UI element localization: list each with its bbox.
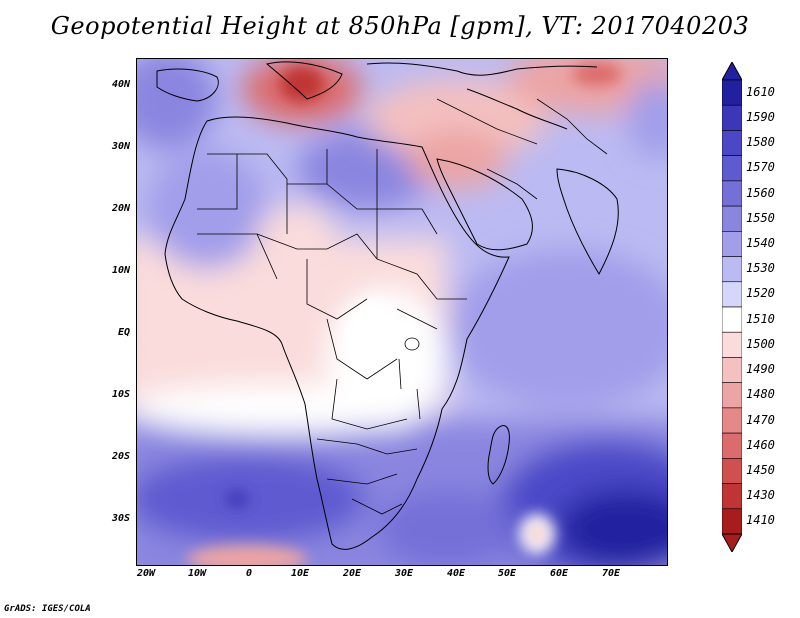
colorbar-swatch: [722, 331, 742, 358]
lon-tick: 60E: [549, 568, 569, 579]
lon-tick: 70E: [601, 568, 621, 579]
colorbar-level-label: 1470: [746, 412, 775, 427]
colorbar-swatch: [722, 508, 742, 535]
lon-tick: 20W: [136, 568, 156, 579]
lat-tick: 30S: [111, 513, 130, 524]
colorbar-level-label: 1540: [746, 235, 775, 250]
country-borders: [197, 98, 608, 515]
colorbar-swatch: [722, 483, 742, 510]
lat-tick: 10S: [111, 389, 130, 400]
lat-tick: 20N: [111, 203, 130, 214]
lon-tick: 10E: [290, 568, 310, 579]
coastlines: [156, 61, 619, 550]
lat-tick: EQ: [117, 327, 130, 338]
lat-tick: 20S: [111, 451, 130, 462]
colorbar-level-label: 1550: [746, 210, 775, 225]
colorbar-swatch: [722, 130, 742, 156]
lakes: [398, 337, 421, 420]
map-svg: [137, 59, 667, 565]
colorbar-level-label: 1530: [746, 261, 775, 276]
lat-tick: 30N: [111, 141, 130, 152]
colorbar-level-label: 1590: [746, 109, 775, 124]
lat-tick: 40N: [111, 79, 130, 90]
colorbar-level-label: 1410: [746, 513, 775, 528]
colorbar-level-label: 1610: [746, 84, 775, 99]
map-title: Geopotential Height at 850hPa [gpm], VT:…: [50, 12, 750, 40]
colorbar-swatch: [722, 104, 742, 131]
lon-tick: 0: [245, 568, 253, 579]
colorbar-level-label: 1450: [746, 462, 775, 477]
colorbar-swatch: [722, 155, 742, 182]
lon-tick: 10W: [187, 568, 207, 579]
colorbar-swatch: [722, 231, 742, 257]
colorbar-level-label: 1520: [746, 286, 775, 301]
colorbar: [722, 62, 742, 552]
colorbar-top-arrow: [722, 62, 742, 81]
colorbar-level-label: 1480: [746, 387, 775, 402]
colorbar-level-label: 1430: [746, 488, 775, 503]
colorbar-level-label: 1580: [746, 135, 775, 150]
colorbar-level-label: 1560: [746, 185, 775, 200]
colorbar-level-label: 1500: [746, 336, 775, 351]
colorbar-swatch: [722, 256, 742, 283]
lon-tick: 50E: [497, 568, 517, 579]
colorbar-swatch: [722, 205, 742, 232]
colorbar-swatch: [722, 357, 742, 383]
lon-tick: 20E: [342, 568, 362, 579]
colorbar-level-label: 1490: [746, 362, 775, 377]
lon-tick: 40E: [446, 568, 466, 579]
colorbar-swatch: [722, 432, 742, 459]
colorbar-bottom-arrow: [722, 533, 742, 552]
colorbar-swatch: [722, 281, 742, 308]
colorbar-level-label: 1460: [746, 437, 775, 452]
geopotential-map: [136, 58, 668, 566]
colorbar-level-label: 1570: [746, 160, 775, 175]
colorbar-swatch: [722, 458, 742, 484]
lat-tick: 10N: [111, 265, 130, 276]
colorbar-swatch: [722, 180, 742, 207]
colorbar-level-label: 1510: [746, 311, 775, 326]
colorbar-swatch: [722, 382, 742, 409]
colorbar-swatch: [722, 407, 742, 434]
lon-tick: 30E: [394, 568, 414, 579]
footer-credit: GrADS: IGES/COLA: [4, 604, 91, 614]
field-detail: [187, 62, 622, 565]
colorbar-swatch: [722, 79, 742, 106]
colorbar-swatch: [722, 306, 742, 333]
